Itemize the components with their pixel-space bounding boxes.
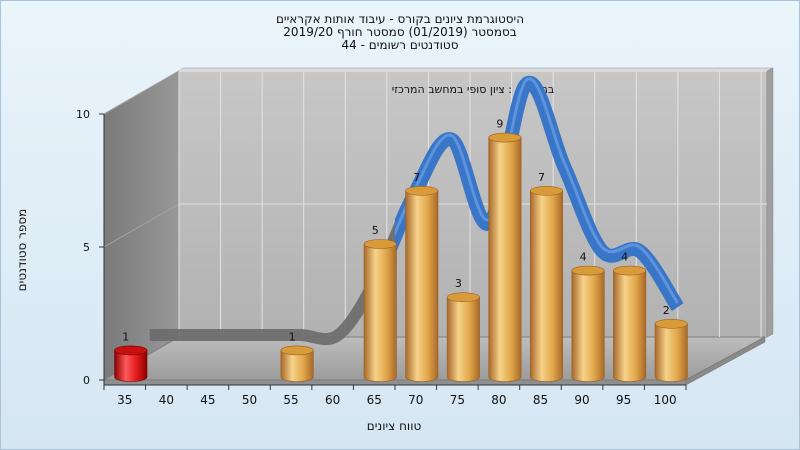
- histogram-bar: [571, 265, 605, 382]
- floor-front-edge: [103, 379, 687, 386]
- bar-top: [613, 265, 647, 276]
- bar-top: [280, 345, 314, 356]
- grid-line-side: [103, 70, 180, 115]
- bar-data-label: 1: [122, 330, 129, 343]
- x-tick-label: 100: [654, 393, 677, 407]
- histogram-bar: [613, 265, 647, 382]
- y-tick-label: 10: [76, 108, 90, 121]
- bar-top: [114, 345, 148, 356]
- bar-top: [571, 265, 605, 276]
- bar-body: [405, 190, 439, 382]
- x-tick-label: 80: [491, 393, 506, 407]
- histogram-bar: [488, 132, 522, 382]
- chart-subtitle: במשימה : ציון סופי במחשב המרכזי: [392, 83, 555, 96]
- bar-data-label: 4: [621, 251, 628, 264]
- x-tick-label: 50: [242, 393, 257, 407]
- bar-body: [613, 270, 647, 382]
- chart-title-line-1: היסטוגרמת ציונים בקורס - עיבוד אותות אקר…: [275, 12, 525, 26]
- bar-data-label: 7: [413, 171, 420, 184]
- back-wall-edge: [766, 67, 774, 338]
- x-tick-label: 60: [325, 393, 340, 407]
- x-tick-label: 95: [616, 393, 631, 407]
- bar-body: [446, 296, 480, 382]
- bar-body: [654, 323, 688, 382]
- bar-body: [488, 137, 522, 382]
- bar-body: [571, 270, 605, 382]
- x-tick-label: 65: [367, 393, 382, 407]
- bar-data-label: 9: [496, 118, 503, 131]
- x-tick-label: 85: [533, 393, 548, 407]
- bar-top: [405, 186, 439, 196]
- chart-title-line-2: בסמסטר (01/2019) סמסטר חורף 2019/20: [283, 25, 517, 39]
- y-tick-label: 5: [83, 241, 90, 254]
- bar-top: [363, 239, 397, 249]
- histogram-bar: [405, 186, 439, 382]
- bar-data-label: 4: [580, 251, 587, 264]
- x-tick-label: 40: [159, 393, 174, 407]
- bar-data-label: 7: [538, 171, 545, 184]
- trend-ribbon-highlight: [394, 77, 679, 304]
- bar-top: [654, 318, 688, 329]
- bar-body: [363, 243, 397, 382]
- x-axis-label: טווח ציונים: [366, 419, 422, 433]
- bar-top: [446, 292, 480, 303]
- histogram-bar: [280, 345, 314, 382]
- bar-body: [529, 190, 564, 382]
- bar-data-label: 1: [289, 330, 296, 343]
- histogram-bar: [114, 345, 148, 382]
- y-tick-label: 0: [83, 374, 90, 387]
- bar-data-label: 2: [663, 304, 670, 317]
- x-tick-label: 45: [200, 393, 215, 407]
- x-tick-label: 75: [450, 393, 465, 407]
- bar-data-label: 3: [455, 277, 462, 290]
- x-tick-label: 70: [408, 393, 423, 407]
- bar-data-label: 5: [372, 224, 379, 237]
- histogram-bar: [654, 318, 688, 382]
- x-tick-label: 35: [117, 393, 132, 407]
- trend-ribbon: [394, 75, 684, 311]
- histogram-bar: [529, 186, 564, 382]
- bar-body: [114, 350, 148, 382]
- bar-body: [280, 350, 314, 382]
- histogram-bar: [446, 292, 480, 382]
- chart-title-line-3: סטודנטים רשומים - 44: [341, 38, 459, 52]
- grid-line-side: [103, 203, 180, 248]
- histogram-bar: [363, 239, 397, 382]
- x-tick-label: 90: [574, 393, 589, 407]
- floor-side-edge: [685, 336, 766, 386]
- bar-top: [529, 186, 564, 196]
- bar-top: [488, 132, 522, 143]
- x-tick-label: 55: [283, 393, 298, 407]
